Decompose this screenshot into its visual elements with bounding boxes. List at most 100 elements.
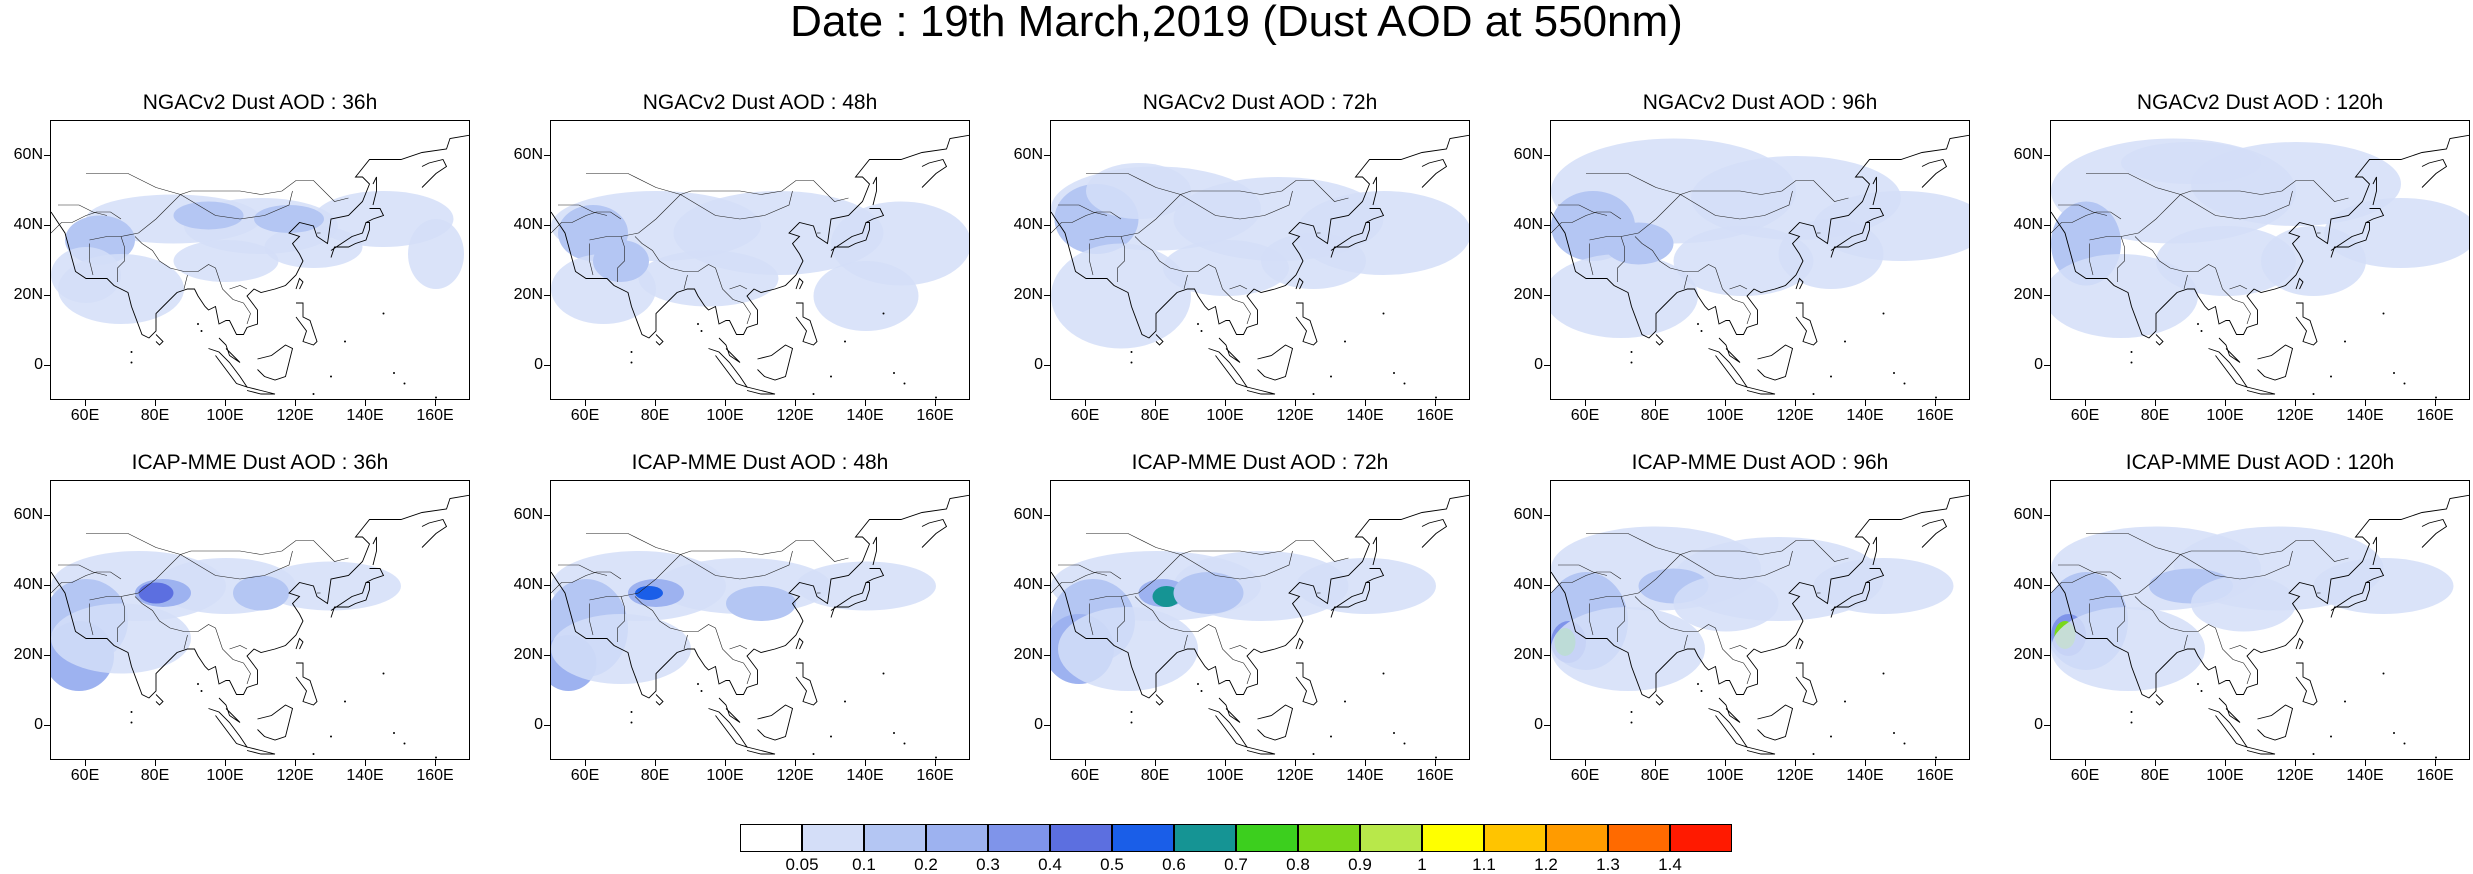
lat-tick-label: 0 bbox=[534, 356, 543, 373]
island bbox=[630, 721, 633, 724]
coastline bbox=[1372, 176, 1377, 206]
coastline bbox=[2246, 386, 2276, 395]
colorbar-swatch bbox=[802, 824, 864, 852]
coastline bbox=[1872, 176, 1877, 206]
country-border bbox=[2117, 596, 2125, 642]
island bbox=[1393, 372, 1395, 374]
coastline bbox=[830, 222, 870, 258]
lon-tick-label: 160E bbox=[1416, 767, 1454, 784]
lon-tick bbox=[155, 760, 156, 766]
country-border bbox=[180, 550, 293, 580]
island bbox=[200, 690, 203, 692]
colorbar-tick-label: 0.4 bbox=[1038, 855, 1062, 874]
country-border bbox=[2183, 274, 2188, 290]
country-border bbox=[1134, 596, 1216, 632]
lon-tick-label: 100E bbox=[2206, 767, 2244, 784]
lat-tick bbox=[2044, 655, 2050, 656]
coastline bbox=[421, 518, 448, 548]
lon-tick bbox=[1585, 400, 1586, 406]
lat-tick bbox=[2044, 365, 2050, 366]
lat-tick bbox=[1044, 155, 1050, 156]
lat-tick bbox=[44, 585, 50, 586]
island bbox=[2200, 330, 2203, 332]
lon-tick-label: 80E bbox=[140, 767, 170, 784]
coastline bbox=[655, 334, 664, 346]
coastline bbox=[2372, 176, 2377, 206]
lat-tick bbox=[44, 225, 50, 226]
lon-tick bbox=[935, 400, 936, 406]
map-panel: NGACv2 Dust AOD : 48h 60N 40N 20N 0 60E 80E 100… bbox=[514, 90, 970, 450]
lat-tick-label: 0 bbox=[1534, 716, 1543, 733]
island bbox=[830, 735, 832, 738]
dust-aod-region bbox=[1086, 163, 1191, 219]
dust-aod-region bbox=[796, 561, 936, 611]
lat-tick-label: 0 bbox=[34, 356, 43, 373]
island bbox=[893, 372, 895, 374]
lon-tick-label: 80E bbox=[2140, 407, 2170, 424]
coastline bbox=[1795, 277, 1804, 290]
coastline bbox=[2330, 222, 2370, 258]
coastline bbox=[2295, 637, 2304, 650]
lat-tick-label: 60N bbox=[513, 506, 543, 523]
island bbox=[2403, 742, 2406, 745]
lat-tick bbox=[44, 515, 50, 516]
panel-title: ICAP-MME Dust AOD : 96h bbox=[1631, 451, 1889, 474]
coastline bbox=[1757, 344, 1794, 381]
country-border bbox=[2225, 292, 2251, 325]
coastline bbox=[2421, 158, 2448, 188]
coastline bbox=[1246, 746, 1276, 755]
colorbar-tick-label: 0.2 bbox=[914, 855, 938, 874]
lat-tick bbox=[2044, 155, 2050, 156]
coastline bbox=[2365, 568, 2385, 583]
island bbox=[812, 753, 815, 755]
island bbox=[844, 340, 846, 343]
lon-tick-label: 120E bbox=[1776, 407, 1814, 424]
coastline bbox=[1921, 518, 1948, 548]
island bbox=[903, 742, 906, 745]
lon-tick-label: 60E bbox=[70, 407, 100, 424]
lon-tick bbox=[1085, 760, 1086, 766]
coastline bbox=[1330, 222, 1370, 258]
country-border bbox=[1551, 211, 1622, 234]
country-border bbox=[229, 645, 248, 650]
lat-tick-label: 0 bbox=[2034, 716, 2043, 733]
country-border bbox=[1617, 596, 1625, 642]
island bbox=[1893, 372, 1895, 374]
lon-tick-label: 100E bbox=[1706, 407, 1744, 424]
lat-tick bbox=[544, 585, 550, 586]
map-panel: ICAP-MME Dust AOD : 96h 60N 40N 20N 0 60E 80E 1… bbox=[1514, 450, 1970, 810]
lat-tick-label: 40N bbox=[513, 576, 543, 593]
colorbar-swatch bbox=[1422, 824, 1484, 852]
coastline bbox=[51, 494, 469, 699]
panel-title: ICAP-MME Dust AOD : 36h bbox=[131, 451, 389, 474]
lat-tick-label: 20N bbox=[513, 286, 543, 303]
coastline bbox=[795, 637, 804, 650]
island bbox=[1893, 732, 1895, 734]
map-frame bbox=[1050, 120, 1470, 400]
country-border bbox=[2058, 564, 2108, 576]
island bbox=[2344, 340, 2346, 343]
country-border bbox=[617, 596, 625, 642]
country-border bbox=[225, 652, 251, 685]
map-frame bbox=[550, 120, 970, 400]
map-panel: NGACv2 Dust AOD : 96h 60N 40N 20N 0 60E 80E 100… bbox=[1514, 90, 1970, 450]
country-border bbox=[1180, 550, 1293, 580]
country-border bbox=[2051, 571, 2122, 594]
coastline bbox=[708, 708, 749, 748]
lat-tick-label: 40N bbox=[13, 576, 43, 593]
country-border bbox=[1586, 533, 1681, 555]
lat-tick bbox=[544, 155, 550, 156]
coastline bbox=[921, 518, 948, 548]
lon-tick bbox=[725, 400, 726, 406]
coastline bbox=[2208, 348, 2249, 388]
country-border bbox=[1229, 645, 1248, 650]
island bbox=[1130, 361, 1133, 364]
lon-tick-label: 140E bbox=[1346, 407, 1384, 424]
lon-tick bbox=[655, 400, 656, 406]
country-border bbox=[2134, 236, 2216, 272]
coastline bbox=[746, 746, 776, 755]
country-border bbox=[134, 236, 216, 272]
country-border bbox=[1089, 540, 1349, 601]
lat-tick bbox=[1544, 295, 1550, 296]
coastline bbox=[1218, 697, 1241, 723]
